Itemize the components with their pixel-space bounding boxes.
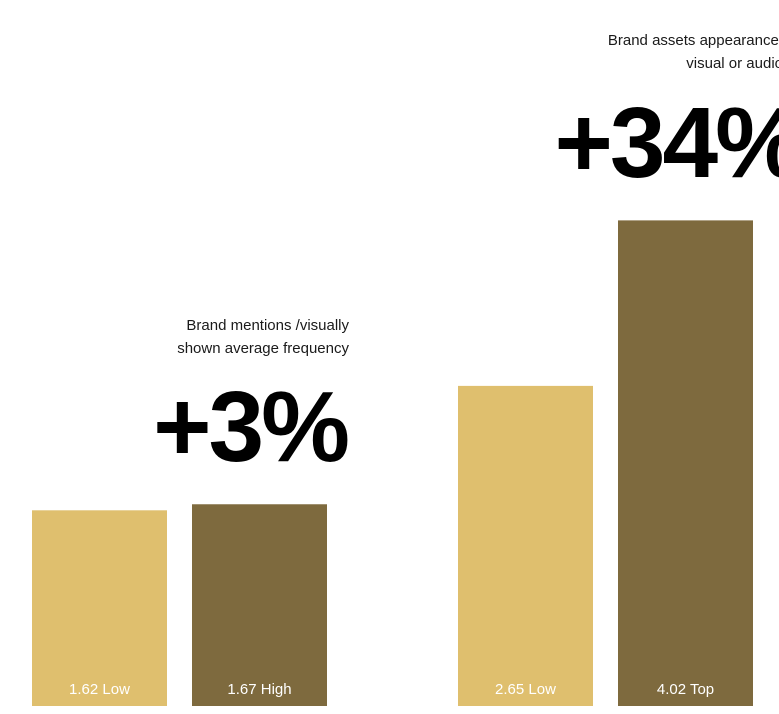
bar-label-1-high: 1.67 High bbox=[227, 681, 291, 698]
bar-2-top bbox=[618, 220, 753, 706]
chart-1-headline: +3% bbox=[153, 371, 350, 483]
chart-1-subtitle: Brand mentions /visually shown average f… bbox=[177, 317, 349, 357]
bar-label-2-top: 4.02 Top bbox=[657, 681, 714, 698]
chart-2-subtitle: Brand assets appearance, visual or audio bbox=[607, 32, 779, 72]
chart-2-headline: +34% bbox=[554, 87, 779, 199]
bar-label-2-low: 2.65 Low bbox=[495, 681, 556, 698]
bar-2-low bbox=[458, 385, 593, 706]
bar-1-high bbox=[192, 504, 327, 706]
bar-1-low bbox=[32, 510, 167, 706]
bar-label-1-low: 1.62 Low bbox=[69, 681, 130, 698]
